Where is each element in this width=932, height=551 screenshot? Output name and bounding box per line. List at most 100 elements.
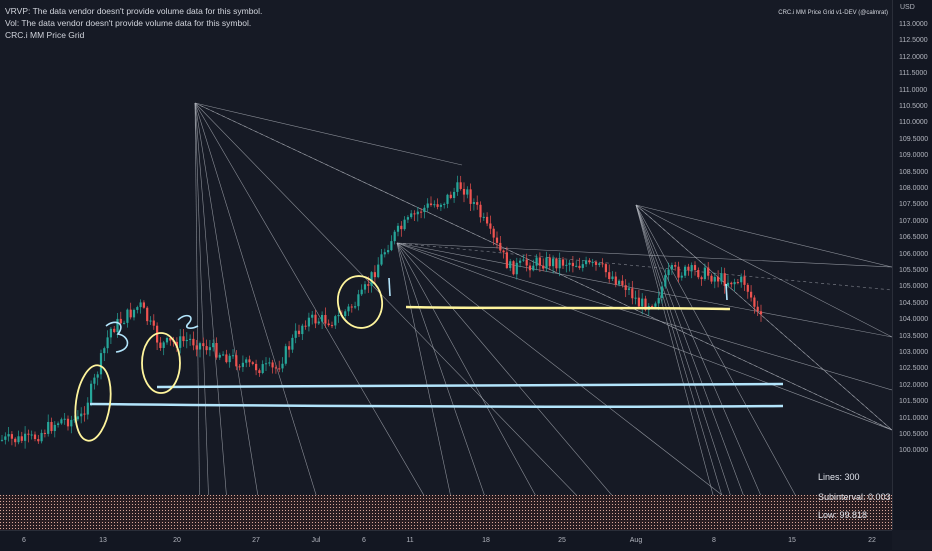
fan-line[interactable] bbox=[635, 204, 725, 530]
fan-line[interactable] bbox=[635, 204, 892, 268]
candle-body bbox=[565, 264, 568, 266]
fan-line[interactable] bbox=[635, 204, 735, 530]
support-line-blue[interactable] bbox=[89, 402, 784, 409]
price-axis-label: 101.0000 bbox=[899, 414, 929, 422]
candle-body bbox=[476, 202, 479, 205]
candle-body bbox=[271, 362, 274, 368]
candle-body bbox=[538, 257, 541, 266]
currency-label: USD bbox=[900, 4, 915, 11]
candle-body bbox=[261, 364, 264, 374]
candle-body bbox=[347, 306, 350, 312]
candle-body bbox=[324, 314, 327, 324]
annotation-1[interactable] bbox=[388, 277, 391, 297]
fan-line-dashed[interactable] bbox=[396, 242, 892, 291]
fan-line[interactable] bbox=[194, 102, 620, 530]
fan-line[interactable] bbox=[194, 102, 230, 530]
time-axis-label: Aug bbox=[629, 537, 643, 544]
candle-body bbox=[281, 363, 284, 369]
candle-body bbox=[598, 263, 601, 265]
candle-body bbox=[373, 272, 376, 278]
candle-body bbox=[558, 259, 561, 269]
candle-body bbox=[357, 294, 360, 307]
legend-price-grid[interactable]: CRC.i MM Price Grid bbox=[5, 30, 85, 40]
legend-vol[interactable]: Vol: The data vendor doesn't provide vol… bbox=[5, 18, 252, 28]
candle-body bbox=[462, 188, 466, 195]
candle-body bbox=[245, 359, 248, 363]
fan-line[interactable] bbox=[396, 242, 892, 268]
time-axis-label: 20 bbox=[173, 537, 181, 544]
fan-line[interactable] bbox=[635, 204, 780, 530]
fan-line[interactable] bbox=[396, 242, 892, 338]
candle-body bbox=[255, 363, 258, 371]
circle-highlight[interactable] bbox=[334, 273, 386, 332]
indicator-title: CRC.i MM Price Grid v1-DEV (@calmrat) bbox=[778, 10, 888, 16]
price-axis[interactable]: 113.0000 112.5000 112.0000 111.5000 111.0000… bbox=[892, 0, 932, 530]
candle-body bbox=[53, 424, 56, 432]
fan-line[interactable] bbox=[194, 102, 210, 530]
candle-body bbox=[495, 237, 499, 243]
candle-body bbox=[756, 306, 759, 312]
legend-vrvp[interactable]: VRVP: The data vendor doesn't provide vo… bbox=[5, 6, 263, 16]
fan-line[interactable] bbox=[396, 242, 892, 391]
candle-body bbox=[578, 265, 581, 268]
price-axis-label: 113.0000 bbox=[899, 21, 928, 28]
candle-body bbox=[393, 231, 396, 242]
candle-body bbox=[637, 297, 640, 307]
fan-line[interactable] bbox=[194, 102, 463, 166]
price-axis-label: 100.5000 bbox=[899, 431, 929, 438]
candle-body bbox=[205, 346, 208, 351]
fan-line[interactable] bbox=[194, 102, 201, 530]
circle-highlight[interactable] bbox=[141, 332, 181, 394]
candle-body bbox=[522, 259, 525, 261]
fan-line[interactable] bbox=[396, 242, 780, 530]
annotation-2[interactable] bbox=[177, 314, 199, 329]
candle-body bbox=[420, 211, 423, 213]
annotation-1[interactable] bbox=[725, 283, 728, 301]
candle-body bbox=[297, 330, 301, 335]
time-axis-label: 8 bbox=[712, 537, 716, 544]
fan-line[interactable] bbox=[635, 204, 760, 530]
candle-body bbox=[733, 282, 736, 285]
fan-line[interactable] bbox=[194, 102, 330, 530]
price-axis-label: 112.0000 bbox=[899, 53, 928, 61]
gann-fan-lines[interactable] bbox=[194, 102, 892, 530]
candle-body bbox=[505, 252, 508, 269]
candle-body bbox=[700, 277, 703, 280]
fan-line[interactable] bbox=[396, 242, 560, 530]
user-drawings[interactable] bbox=[71, 273, 784, 443]
fan-line[interactable] bbox=[396, 242, 892, 431]
candle-body bbox=[759, 311, 763, 315]
candle-body bbox=[525, 259, 528, 266]
circle-highlight[interactable] bbox=[71, 363, 115, 443]
annotation-3[interactable] bbox=[105, 321, 129, 353]
fan-line[interactable] bbox=[396, 242, 650, 530]
fan-line[interactable] bbox=[194, 102, 265, 530]
candle-body bbox=[248, 359, 251, 363]
candle-body bbox=[426, 203, 429, 208]
fan-line[interactable] bbox=[635, 204, 745, 530]
chart-plot-area[interactable] bbox=[0, 0, 892, 530]
price-axis-label: 103.5000 bbox=[899, 332, 929, 340]
time-axis-label: 27 bbox=[252, 537, 260, 544]
chart-canvas[interactable] bbox=[0, 0, 892, 530]
candle-body bbox=[555, 258, 558, 269]
candle-body bbox=[146, 307, 149, 322]
fan-line[interactable] bbox=[635, 204, 820, 530]
support-line-blue[interactable] bbox=[156, 382, 784, 389]
candle-body bbox=[489, 223, 492, 229]
candle-body bbox=[677, 266, 680, 278]
candle-body bbox=[753, 297, 756, 307]
fan-line[interactable] bbox=[396, 242, 460, 530]
fan-line[interactable] bbox=[396, 242, 500, 530]
time-axis[interactable]: 6 13 20 27 Jul 6 11 18 25 Aug 8 15 22 bbox=[0, 530, 892, 551]
candle-body bbox=[657, 297, 660, 304]
fan-line[interactable] bbox=[635, 204, 892, 338]
candle-body bbox=[687, 266, 690, 271]
support-line-yellow[interactable] bbox=[405, 305, 731, 311]
time-axis-label: 11 bbox=[406, 537, 414, 544]
fan-line-dashed[interactable] bbox=[635, 204, 892, 431]
candle-body bbox=[212, 343, 215, 348]
candle-body bbox=[750, 291, 753, 298]
candle-body bbox=[367, 284, 370, 286]
